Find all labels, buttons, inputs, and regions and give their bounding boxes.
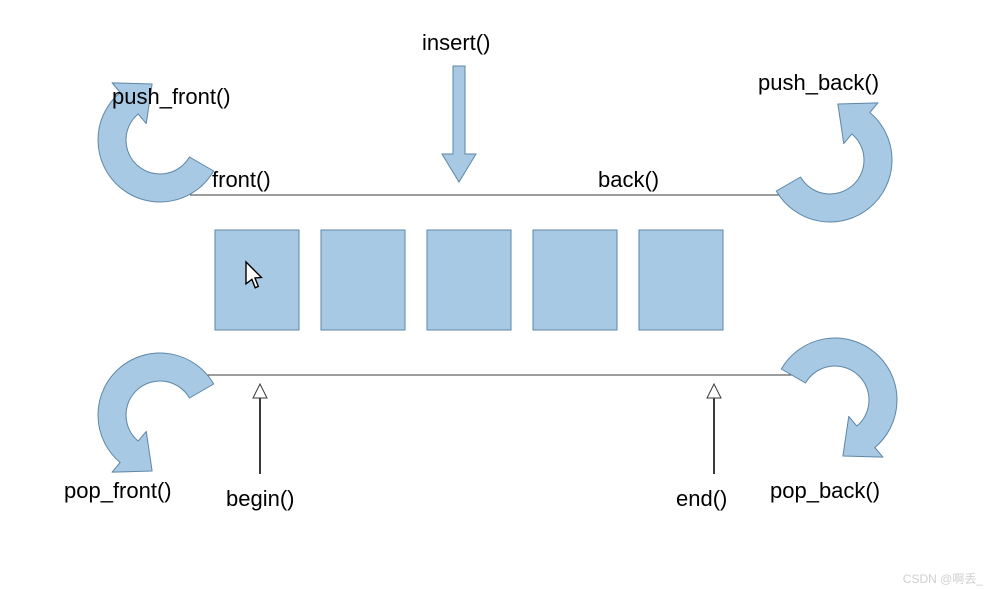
label-pop-front: pop_front() <box>64 478 172 504</box>
pop-back-arrow <box>781 338 897 457</box>
watermark: CSDN @啊丢_ <box>903 570 983 587</box>
deque-cell <box>639 230 723 330</box>
deque-cell <box>215 230 299 330</box>
label-pop-back: pop_back() <box>770 478 880 504</box>
label-push-front: push_front() <box>112 84 231 110</box>
deque-cell <box>427 230 511 330</box>
label-end: end() <box>676 486 727 512</box>
pop-front-arrow <box>98 353 214 472</box>
label-begin: begin() <box>226 486 294 512</box>
deque-cell <box>321 230 405 330</box>
push-back-arrow <box>776 103 892 222</box>
label-back: back() <box>598 167 659 193</box>
deque-cell <box>533 230 617 330</box>
label-insert: insert() <box>422 30 490 56</box>
insert-arrow <box>442 66 476 182</box>
label-front: front() <box>212 167 271 193</box>
label-push-back: push_back() <box>758 70 879 96</box>
